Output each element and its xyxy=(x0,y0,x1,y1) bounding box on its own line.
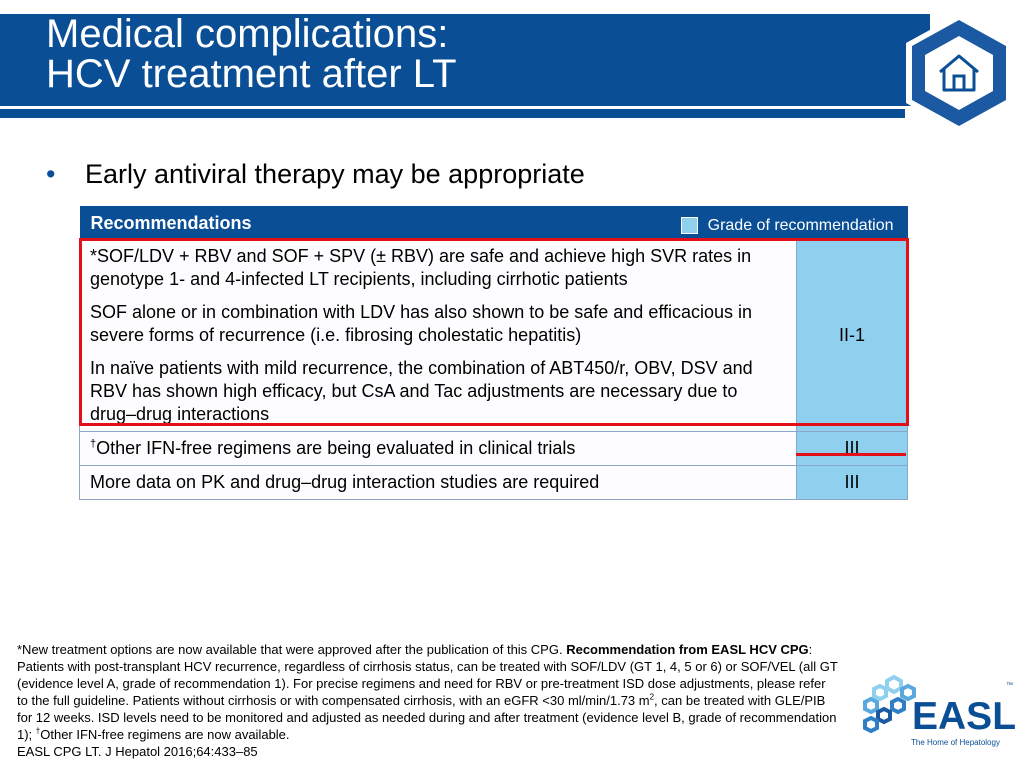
table-header-label: Recommendations xyxy=(90,213,252,233)
recommendation-paragraph: In naïve patients with mild recurrence, … xyxy=(90,357,753,424)
grade-key: Grade of recommendation xyxy=(680,214,894,237)
hexagon-cluster-icon xyxy=(863,674,916,734)
highlight-underline xyxy=(796,453,906,456)
grade-key-label: Grade of recommendation xyxy=(707,217,894,234)
recommendation-cell: *SOF/LDV + RBV and SOF + SPV (± RBV) are… xyxy=(79,238,797,432)
footnote-superscript: 2 xyxy=(649,692,655,702)
logo-tagline: The Home of Hepatology xyxy=(911,738,1000,747)
dagger-mark: † xyxy=(90,437,97,450)
recommendation-paragraph: *SOF/LDV + RBV and SOF + SPV (± RBV) are… xyxy=(90,245,752,289)
title-band xyxy=(0,14,930,106)
footnote-citation: EASL CPG LT. J Hepatol 2016;64:433–85 xyxy=(17,744,258,759)
easl-logo: EASL ™ The Home of Hepatology xyxy=(860,672,1018,754)
table-row: *SOF/LDV + RBV and SOF + SPV (± RBV) are… xyxy=(79,238,908,432)
grade-cell: II-1 xyxy=(796,238,908,432)
footnote-part2: : Patients with post-transplant HCV recu… xyxy=(17,642,838,708)
footnote-bold: Recommendation from EASL HCV CPG xyxy=(566,642,809,657)
recommendations-table: Recommendations Grade of recommendation … xyxy=(79,206,908,500)
bullet-text: Early antiviral therapy may be appropria… xyxy=(85,159,585,189)
bullet-dot-icon: • xyxy=(46,159,56,189)
grade-cell: III xyxy=(796,430,908,466)
slide-title-line1: Medical complications: xyxy=(46,12,449,56)
grade-cell: III xyxy=(796,464,908,500)
table-row: †Other IFN-free regimens are being evalu… xyxy=(79,430,908,466)
recommendation-paragraph: SOF alone or in combination with LDV has… xyxy=(90,301,753,345)
recommendation-text: More data on PK and drug–drug interactio… xyxy=(90,471,600,492)
logo-trademark: ™ xyxy=(1006,682,1013,689)
slide-title: Medical complications: HCV treatment aft… xyxy=(46,14,886,94)
recommendation-cell: More data on PK and drug–drug interactio… xyxy=(79,464,797,500)
recommendation-text: Other IFN-free regimens are being evalua… xyxy=(96,437,576,458)
footnote-part3: , can be treated with GLE/PIB for 12 wee… xyxy=(17,693,837,742)
table-header: Recommendations Grade of recommendation xyxy=(79,206,908,239)
footnote-part1: *New treatment options are now available… xyxy=(17,642,567,657)
home-icon[interactable] xyxy=(902,12,1016,134)
table-row: More data on PK and drug–drug interactio… xyxy=(79,464,908,500)
logo-wordmark: EASL xyxy=(912,695,1017,738)
title-stripe xyxy=(0,109,905,118)
slide-title-line2: HCV treatment after LT xyxy=(46,52,457,96)
grade-swatch-icon xyxy=(680,217,698,234)
footnote: *New treatment options are now available… xyxy=(17,641,839,760)
footnote-dagger: † xyxy=(35,726,41,736)
recommendation-cell: †Other IFN-free regimens are being evalu… xyxy=(79,430,797,466)
footnote-part4: Other IFN-free regimens are now availabl… xyxy=(40,727,290,742)
